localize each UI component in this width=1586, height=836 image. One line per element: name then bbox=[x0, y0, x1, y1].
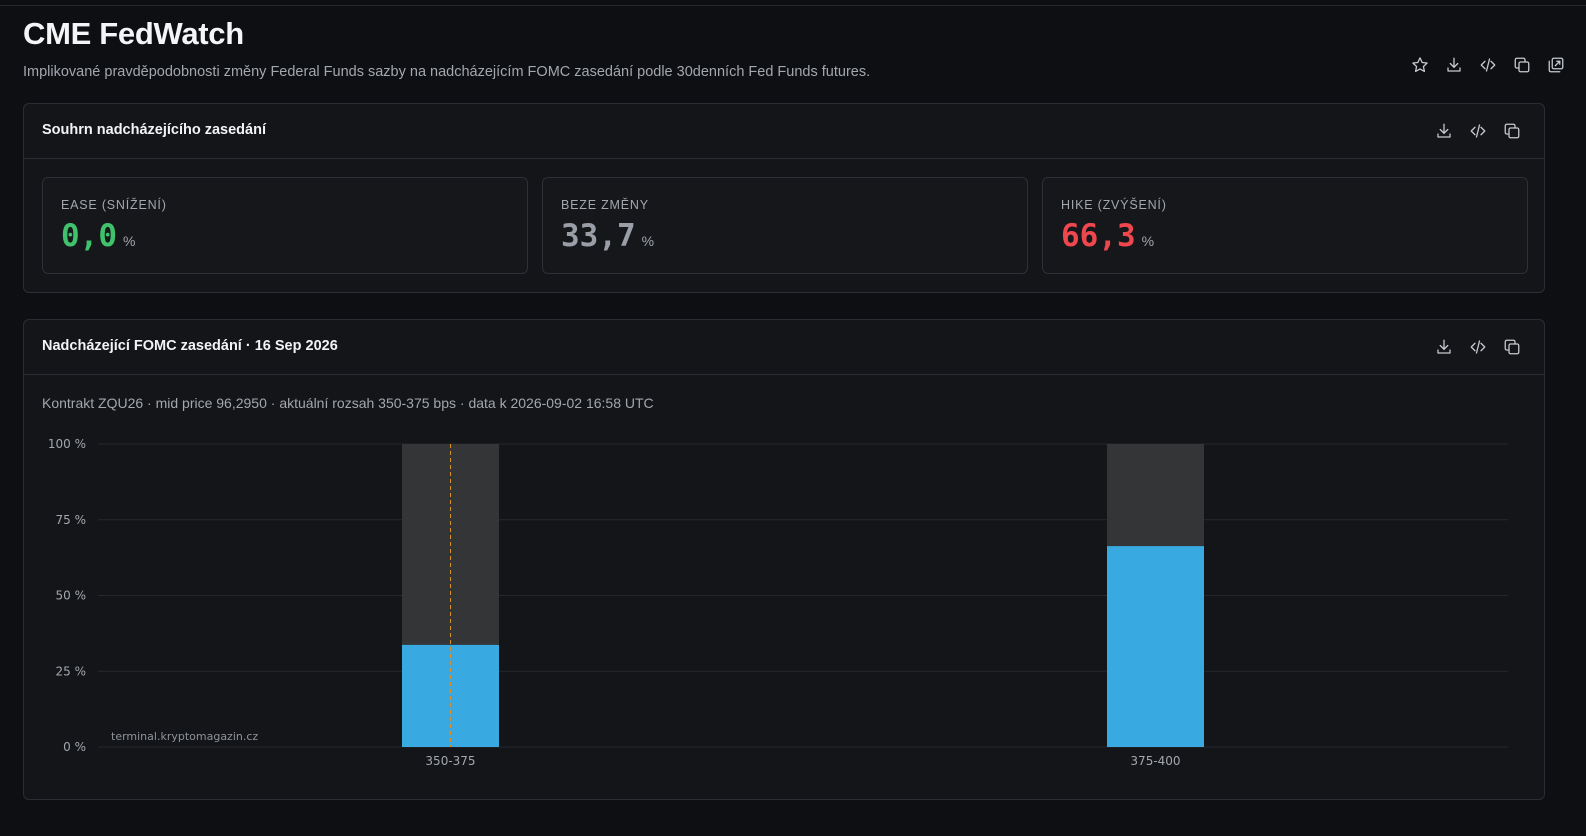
no-change-value: 33,7 bbox=[561, 218, 636, 254]
page-header: CME FedWatch Implikované pravděpodobnost… bbox=[23, 15, 1563, 81]
external-copy-icon[interactable] bbox=[1546, 55, 1566, 75]
top-divider bbox=[0, 5, 1586, 6]
summary-cards: EASE (SNÍŽENÍ) 0,0% BEZE ZMĚNY 33,7% HIK… bbox=[42, 177, 1528, 274]
fomc-title: Nadcházející FOMC zasedání · 16 Sep 2026 bbox=[42, 338, 338, 354]
x-tick-label: 350-375 bbox=[425, 754, 475, 768]
fomc-panel-header: Nadcházející FOMC zasedání · 16 Sep 2026 bbox=[24, 320, 1544, 375]
hike-value: 66,3 bbox=[1061, 218, 1136, 254]
watermark: terminal.kryptomagazin.cz bbox=[111, 730, 258, 743]
summary-title: Souhrn nadcházejícího zasedání bbox=[42, 122, 266, 138]
code-icon[interactable] bbox=[1468, 337, 1488, 357]
no-change-card: BEZE ZMĚNY 33,7% bbox=[542, 177, 1028, 274]
page-title: CME FedWatch bbox=[23, 16, 244, 51]
hike-card: HIKE (ZVÝŠENÍ) 66,3% bbox=[1042, 177, 1528, 274]
summary-actions bbox=[1434, 121, 1522, 141]
download-icon[interactable] bbox=[1434, 121, 1454, 141]
fomc-panel: Nadcházející FOMC zasedání · 16 Sep 2026… bbox=[23, 319, 1545, 800]
ease-value-wrap: 0,0% bbox=[61, 218, 135, 254]
copy-icon[interactable] bbox=[1502, 337, 1522, 357]
code-icon[interactable] bbox=[1468, 121, 1488, 141]
page-subtitle: Implikované pravděpodobnosti změny Feder… bbox=[23, 64, 871, 80]
no-change-value-wrap: 33,7% bbox=[561, 218, 654, 254]
download-icon[interactable] bbox=[1444, 55, 1464, 75]
y-tick-label: 75 % bbox=[56, 513, 87, 527]
header-actions bbox=[1410, 55, 1566, 75]
hike-label: HIKE (ZVÝŠENÍ) bbox=[1061, 198, 1167, 212]
hike-value-wrap: 66,3% bbox=[1061, 218, 1154, 254]
y-tick-label: 100 % bbox=[48, 437, 86, 451]
y-tick-label: 25 % bbox=[56, 664, 87, 678]
probability-chart: 0 % 25 % 50 % 75 % 100 % 350-375 375-400 termin… bbox=[48, 437, 1508, 768]
y-tick-label: 50 % bbox=[56, 589, 87, 603]
y-tick-label: 0 % bbox=[63, 740, 86, 754]
probability-bar bbox=[1107, 546, 1204, 747]
code-icon[interactable] bbox=[1478, 55, 1498, 75]
ease-card: EASE (SNÍŽENÍ) 0,0% bbox=[42, 177, 528, 274]
summary-panel: Souhrn nadcházejícího zasedání EASE (SNÍ… bbox=[23, 103, 1545, 293]
no-change-unit: % bbox=[641, 233, 655, 249]
summary-panel-header: Souhrn nadcházejícího zasedání bbox=[24, 104, 1544, 159]
no-change-label: BEZE ZMĚNY bbox=[561, 198, 649, 212]
star-icon[interactable] bbox=[1410, 55, 1430, 75]
ease-unit: % bbox=[123, 233, 136, 249]
copy-icon[interactable] bbox=[1502, 121, 1522, 141]
x-tick-label: 375-400 bbox=[1130, 754, 1180, 768]
ease-label: EASE (SNÍŽENÍ) bbox=[61, 198, 167, 212]
copy-icon[interactable] bbox=[1512, 55, 1532, 75]
fomc-actions bbox=[1434, 337, 1522, 357]
download-icon[interactable] bbox=[1434, 337, 1454, 357]
contract-meta: Kontrakt ZQU26 · mid price 96,2950 · akt… bbox=[42, 395, 654, 411]
hike-unit: % bbox=[1141, 233, 1155, 249]
ease-value: 0,0 bbox=[61, 218, 117, 254]
